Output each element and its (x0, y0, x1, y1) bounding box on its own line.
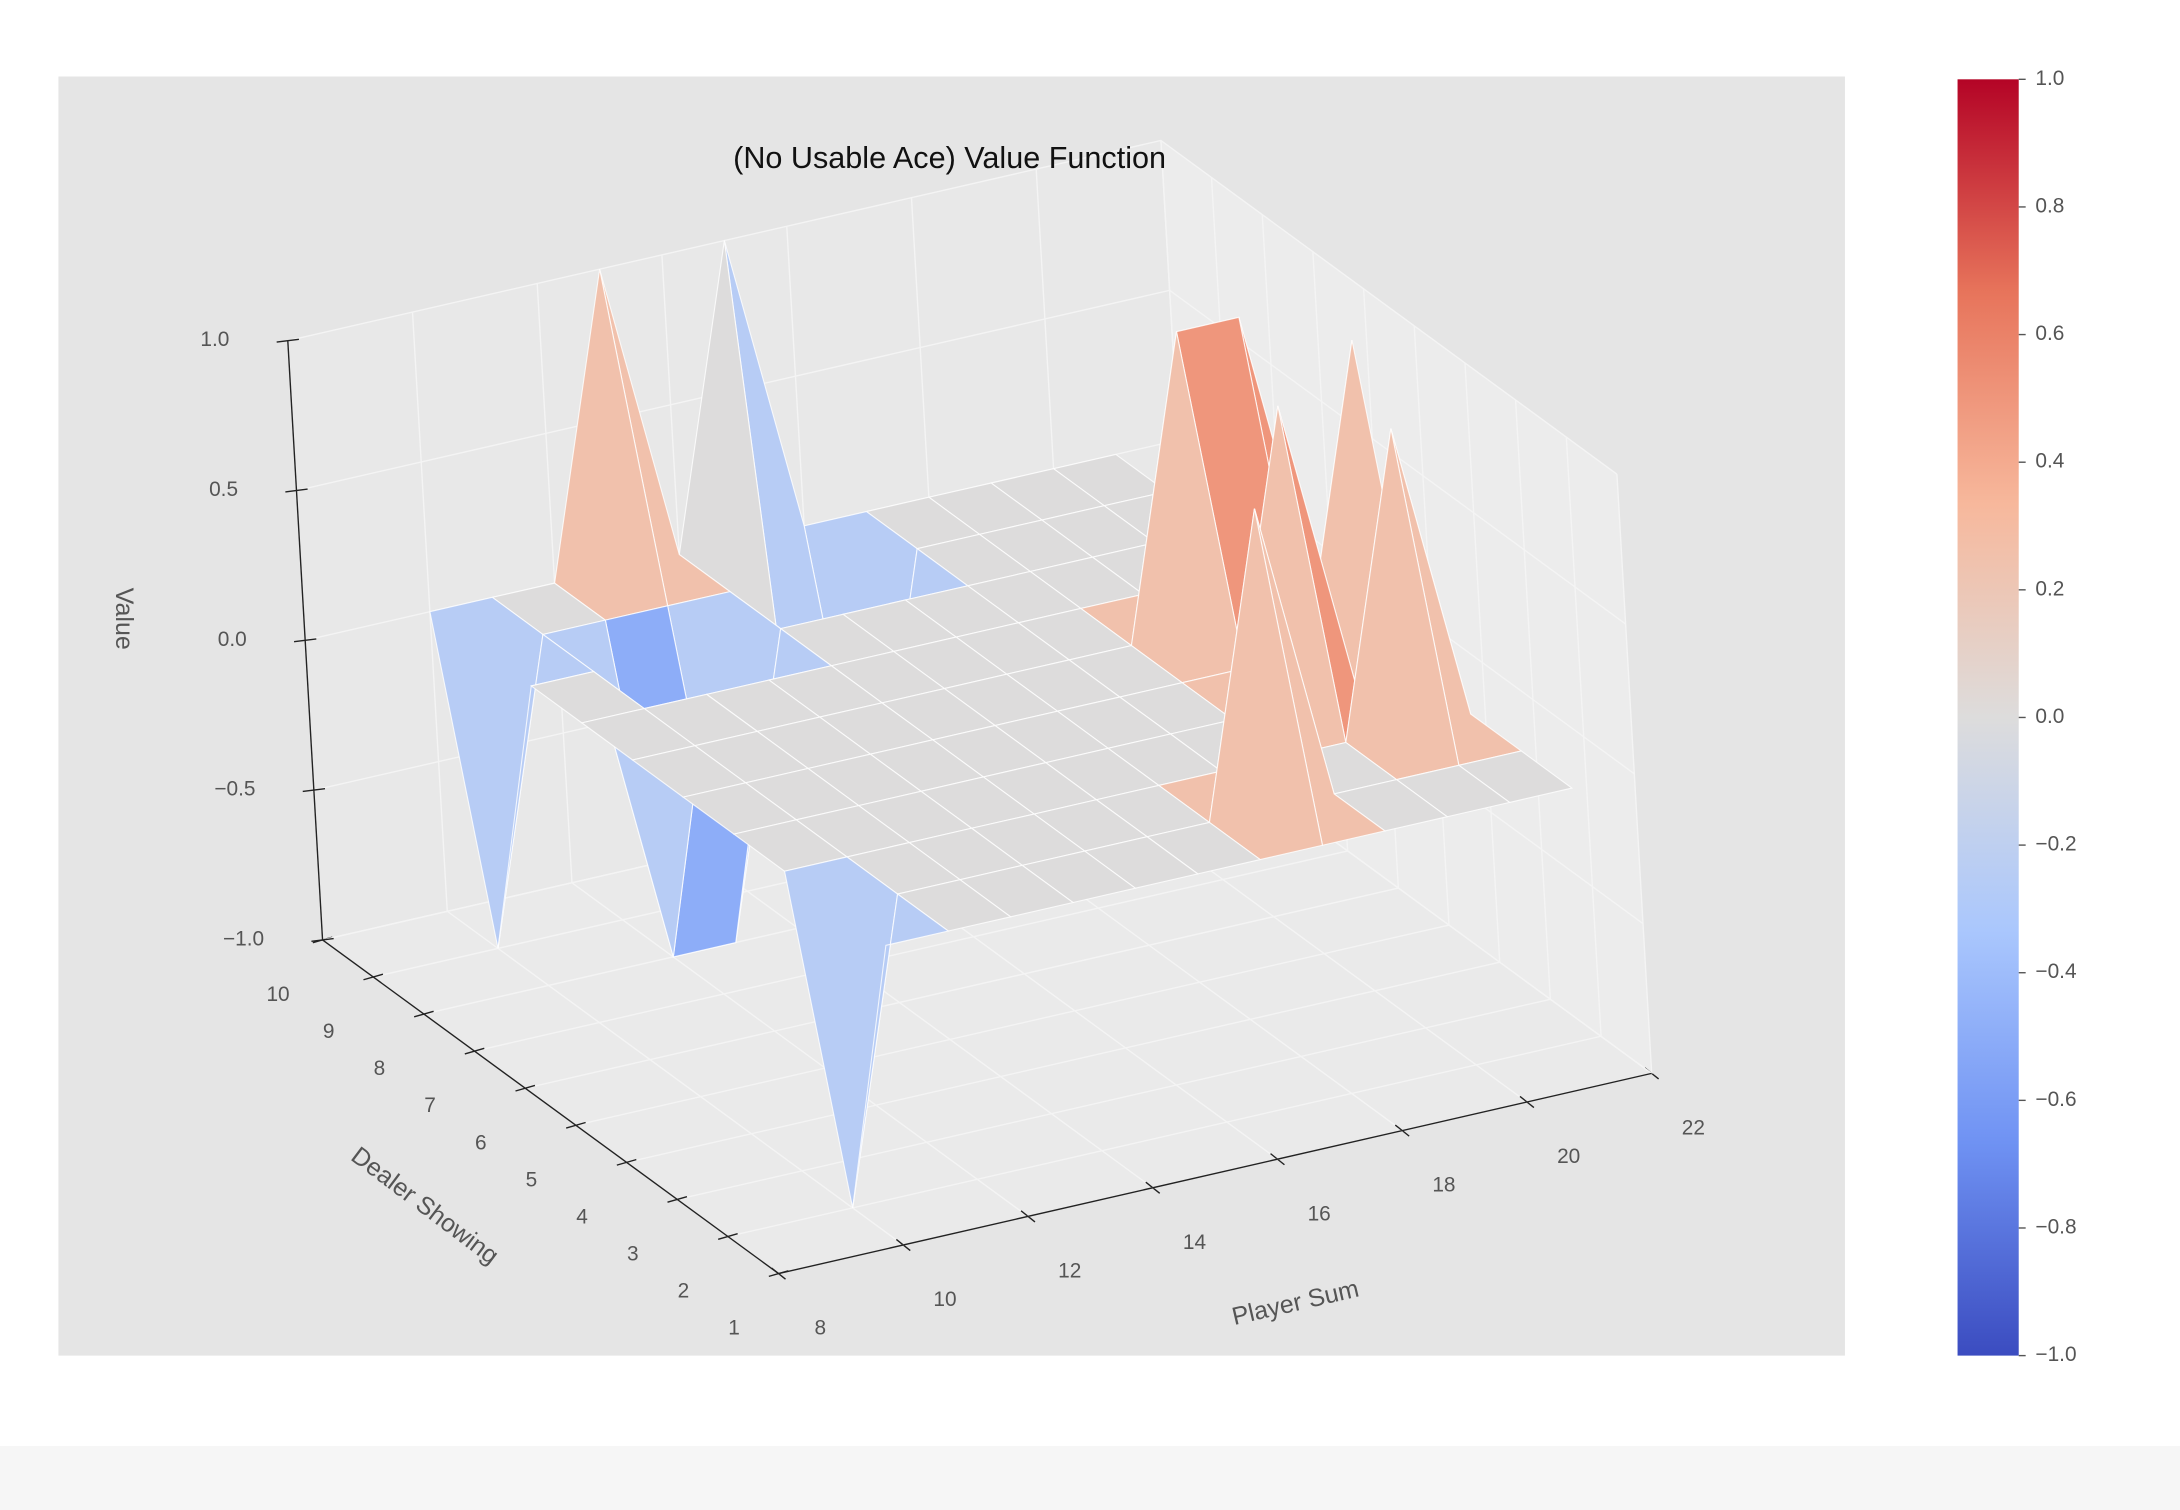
z-tick-label: −0.5 (214, 778, 255, 801)
x-tick-label: 8 (814, 1317, 826, 1340)
y-tick-label: 7 (424, 1094, 436, 1117)
y-tick-label: 6 (475, 1131, 487, 1154)
x-axis-line (778, 1072, 1652, 1275)
x-tick-label: 20 (1557, 1145, 1580, 1168)
colorbar-scale (1957, 79, 2019, 1356)
y-tick-label: 10 (266, 983, 289, 1006)
z-axis-line (287, 340, 324, 940)
y-tick-label: 2 (678, 1280, 690, 1303)
grid-line (287, 139, 1618, 475)
z-axis-label: Value (110, 588, 138, 650)
colorbar: −1.0 −0.8 −0.6 −0.4 −0.2 0.0 0.2 0.4 0.6 0.8 1.0 (1957, 67, 2077, 1366)
colorbar-tick-label: −0.2 (2035, 833, 2076, 856)
colorbar-tick-label: −0.6 (2035, 1088, 2076, 1111)
x-tick-label: 14 (1183, 1231, 1206, 1254)
colorbar-tick-label: −0.8 (2035, 1215, 2076, 1238)
x-tick-label: 10 (933, 1288, 956, 1311)
y-tick-label: 5 (526, 1168, 538, 1191)
colorbar-tick-label: −1.0 (2035, 1343, 2076, 1366)
colorbar-tick-label: 0.0 (2035, 705, 2064, 728)
chart-title: (No Usable Ace) Value Function (733, 141, 1166, 175)
y-tick-label: 9 (323, 1020, 335, 1043)
z-tick-label: 0.0 (218, 628, 247, 651)
z-tick-label: −1.0 (223, 927, 264, 950)
surface-face (852, 893, 950, 1209)
x-tick-label: 16 (1308, 1202, 1331, 1225)
colorbar-tick-label: 0.8 (2035, 194, 2064, 217)
y-tick-label: 4 (576, 1205, 588, 1228)
z-tick-label: 1.0 (200, 328, 229, 351)
colorbar-tick-label: 0.2 (2035, 577, 2064, 600)
y-tick-label: 3 (627, 1243, 639, 1266)
surface (429, 240, 1574, 1209)
colorbar-tick-label: 0.6 (2035, 322, 2064, 345)
y-tick-label: 1 (728, 1317, 740, 1340)
page-footer-bar (0, 1445, 2180, 1510)
z-tick-label: 0.5 (209, 478, 238, 501)
colorbar-tick-label: −0.4 (2035, 960, 2076, 983)
colorbar-tick-label: 0.4 (2035, 450, 2064, 473)
x-tick-label: 22 (1682, 1116, 1705, 1139)
x-tick-label: 18 (1432, 1174, 1455, 1197)
y-tick-label: 8 (374, 1057, 386, 1080)
x-tick-label: 12 (1058, 1259, 1081, 1282)
colorbar-tick-label: 1.0 (2035, 67, 2064, 90)
y-axis-line (322, 939, 779, 1275)
